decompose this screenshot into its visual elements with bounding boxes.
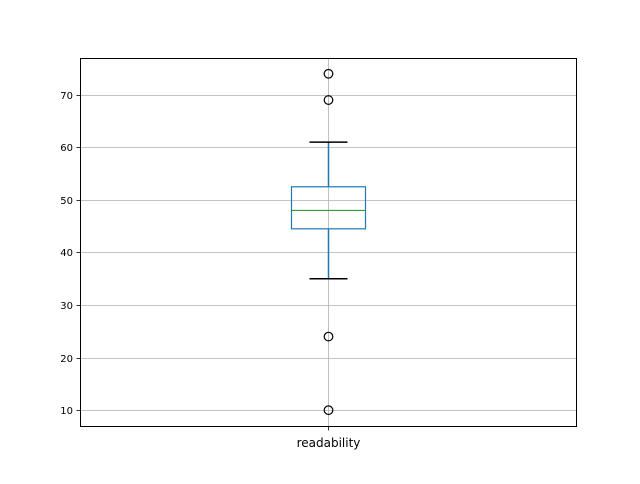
y-tick-label: 50 bbox=[60, 196, 73, 207]
outlier-point bbox=[323, 95, 334, 105]
plot-frame bbox=[80, 58, 577, 427]
y-tick-label: 70 bbox=[60, 91, 73, 102]
x-axis: readability bbox=[297, 427, 361, 450]
y-axis: 10 20 30 40 50 60 70 bbox=[60, 91, 80, 417]
y-tick-label: 10 bbox=[60, 406, 73, 417]
x-tick-label: readability bbox=[297, 436, 361, 450]
y-tick-label: 20 bbox=[60, 354, 73, 365]
y-tick-label: 30 bbox=[60, 301, 73, 312]
y-tick-label: 40 bbox=[60, 248, 73, 259]
outlier-point bbox=[323, 68, 334, 79]
outlier-point bbox=[323, 331, 334, 342]
iqr-box bbox=[290, 186, 367, 230]
boxes bbox=[290, 68, 367, 416]
outlier-point bbox=[323, 405, 334, 416]
y-tick-label: 60 bbox=[60, 143, 73, 154]
